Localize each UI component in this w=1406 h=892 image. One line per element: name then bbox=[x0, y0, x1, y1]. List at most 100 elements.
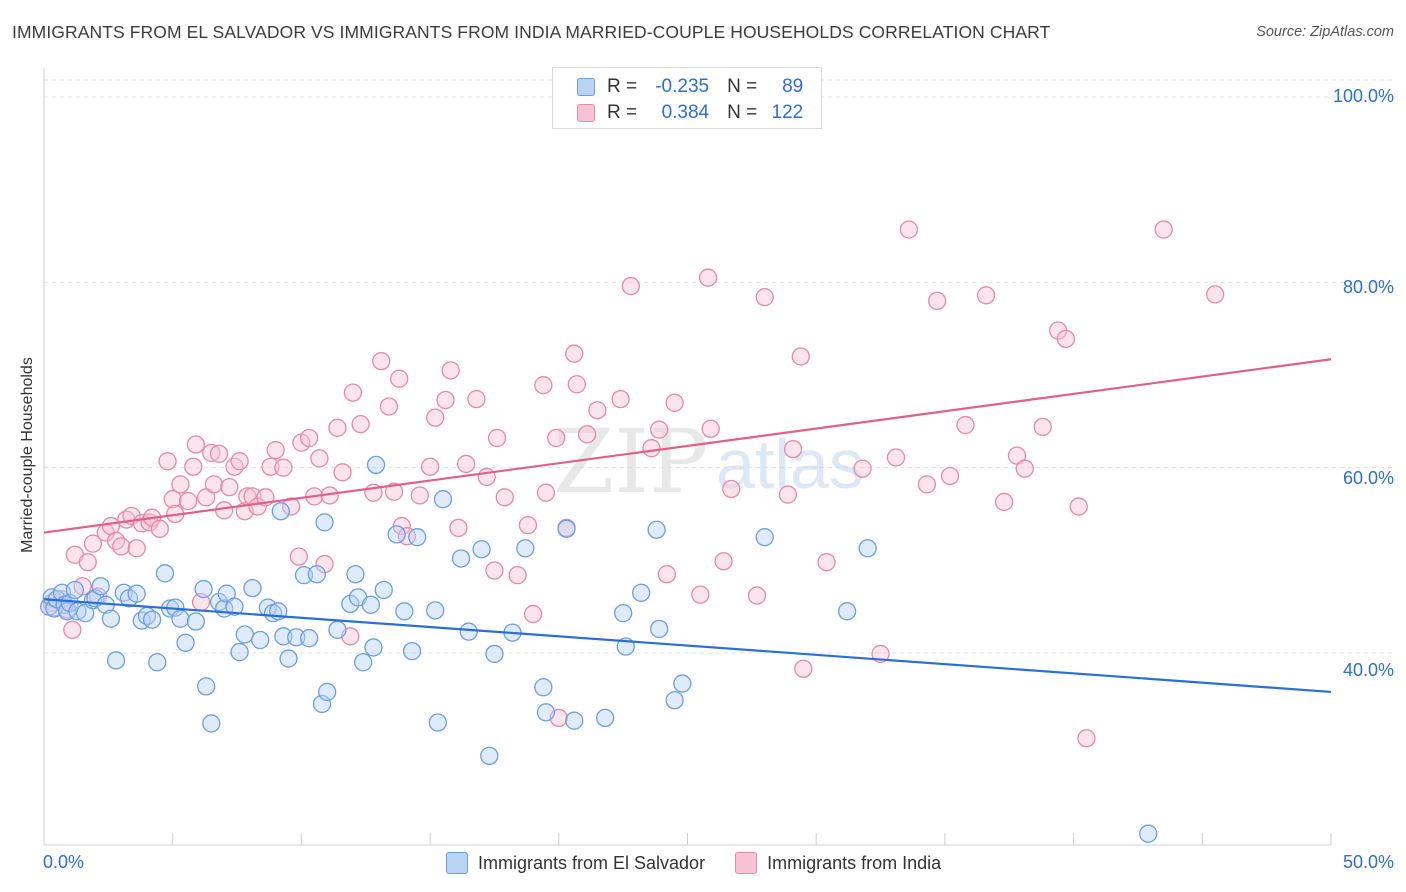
el-salvador-point bbox=[472, 540, 491, 559]
india-point bbox=[186, 435, 206, 454]
el-salvador-point bbox=[354, 653, 373, 672]
india-point bbox=[202, 443, 221, 462]
el-salvador-point bbox=[148, 653, 167, 672]
india-point bbox=[456, 454, 476, 474]
el-salvador-point bbox=[614, 604, 633, 623]
india-point bbox=[209, 444, 229, 463]
el-salvador-point bbox=[366, 455, 386, 475]
india-point bbox=[1033, 417, 1052, 437]
stats-legend: R = -0.235 N = 89 R = 0.384 N = 122 bbox=[552, 67, 822, 129]
india-point bbox=[518, 515, 538, 535]
el-salvador-point bbox=[315, 513, 334, 532]
india-point bbox=[163, 490, 182, 509]
y-axis-title: Married-couple Households bbox=[19, 357, 36, 553]
india-point bbox=[384, 482, 404, 501]
legend-item-el-salvador[interactable]: Immigrants from El Salvador bbox=[446, 852, 705, 874]
india-point bbox=[523, 604, 543, 624]
el-salvador-point bbox=[647, 520, 666, 539]
el-salvador-point bbox=[1139, 824, 1158, 843]
india-point bbox=[547, 428, 566, 448]
india-point bbox=[714, 552, 733, 571]
india-point bbox=[487, 428, 507, 448]
india-point bbox=[485, 561, 504, 580]
y-tick-60: 60.0% bbox=[1342, 468, 1394, 488]
india-point bbox=[917, 475, 937, 494]
india-point bbox=[215, 501, 234, 520]
india-point bbox=[204, 475, 224, 494]
el-salvador-point bbox=[243, 578, 262, 598]
stats-row-india: R = 0.384 N = 122 bbox=[577, 101, 803, 125]
india-point bbox=[642, 439, 661, 458]
el-salvador-point bbox=[127, 584, 146, 603]
el-salvador-point bbox=[837, 602, 857, 621]
el-salvador-point bbox=[565, 711, 584, 730]
india-point bbox=[565, 344, 584, 363]
india-point bbox=[328, 418, 347, 437]
el-salvador-point bbox=[225, 597, 244, 616]
india-point bbox=[747, 586, 767, 605]
india-point bbox=[495, 488, 514, 507]
el-salvador-point bbox=[176, 633, 195, 652]
india-point bbox=[158, 452, 177, 471]
source-label: Source: ZipAtlas.com bbox=[1256, 24, 1394, 40]
india-point bbox=[1056, 329, 1076, 349]
el-salvador-point bbox=[632, 583, 651, 602]
el-salvador-point bbox=[536, 703, 556, 722]
el-salvador-points bbox=[39, 455, 1158, 843]
el-salvador-point bbox=[426, 601, 445, 620]
el-salvador-point bbox=[251, 630, 270, 650]
india-point bbox=[184, 457, 203, 476]
india-point bbox=[171, 475, 190, 494]
el-salvador-point bbox=[101, 609, 121, 628]
el-salvador-point bbox=[433, 490, 453, 509]
n-value-el-salvador: 89 bbox=[782, 76, 804, 97]
india-point bbox=[426, 408, 445, 427]
legend-item-india[interactable]: Immigrants from India bbox=[735, 852, 941, 874]
el-salvador-point bbox=[402, 641, 422, 661]
el-salvador-point bbox=[755, 528, 774, 547]
el-salvador-point bbox=[294, 566, 314, 585]
el-salvador-point bbox=[346, 565, 365, 584]
india-point bbox=[1206, 285, 1225, 304]
india-point bbox=[567, 375, 586, 394]
india-point bbox=[289, 547, 308, 566]
india-point bbox=[225, 457, 244, 476]
y-tick-80: 80.0% bbox=[1342, 277, 1394, 297]
el-salvador-point bbox=[230, 642, 249, 662]
x-tick-min: 0.0% bbox=[43, 852, 85, 872]
el-salvador-point bbox=[279, 649, 298, 668]
india-point bbox=[701, 419, 720, 438]
india-point bbox=[178, 491, 198, 511]
n-label: N = bbox=[727, 102, 758, 123]
india-point bbox=[817, 553, 836, 572]
india-point bbox=[691, 585, 710, 604]
pink-swatch bbox=[577, 104, 595, 122]
el-salvador-point bbox=[194, 579, 213, 599]
stats-row-el-salvador: R = -0.235 N = 89 bbox=[577, 75, 803, 99]
india-point bbox=[379, 397, 399, 416]
india-point bbox=[281, 497, 301, 516]
india-point bbox=[83, 534, 103, 553]
india-point bbox=[794, 659, 813, 678]
y-tick-100: 100.0% bbox=[1332, 86, 1394, 106]
india-trend-line bbox=[43, 358, 1332, 534]
india-point bbox=[230, 452, 249, 471]
el-salvador-point bbox=[197, 677, 216, 696]
n-label: N = bbox=[727, 76, 758, 97]
el-salvador-point bbox=[142, 610, 162, 629]
india-point bbox=[343, 383, 363, 402]
india-point bbox=[441, 361, 460, 380]
india-point bbox=[63, 620, 82, 639]
india-point bbox=[588, 401, 607, 420]
india-point bbox=[783, 439, 803, 459]
trend-lines bbox=[43, 358, 1332, 694]
el-salvador-point bbox=[459, 622, 478, 641]
india-point bbox=[928, 291, 947, 311]
el-salvador-point bbox=[274, 627, 293, 646]
el-salvador-point bbox=[534, 678, 553, 697]
india-point bbox=[112, 537, 131, 556]
x-tick-max: 50.0% bbox=[1342, 852, 1394, 872]
pink-swatch bbox=[735, 852, 758, 874]
axes bbox=[43, 68, 1332, 846]
india-point bbox=[536, 483, 556, 502]
